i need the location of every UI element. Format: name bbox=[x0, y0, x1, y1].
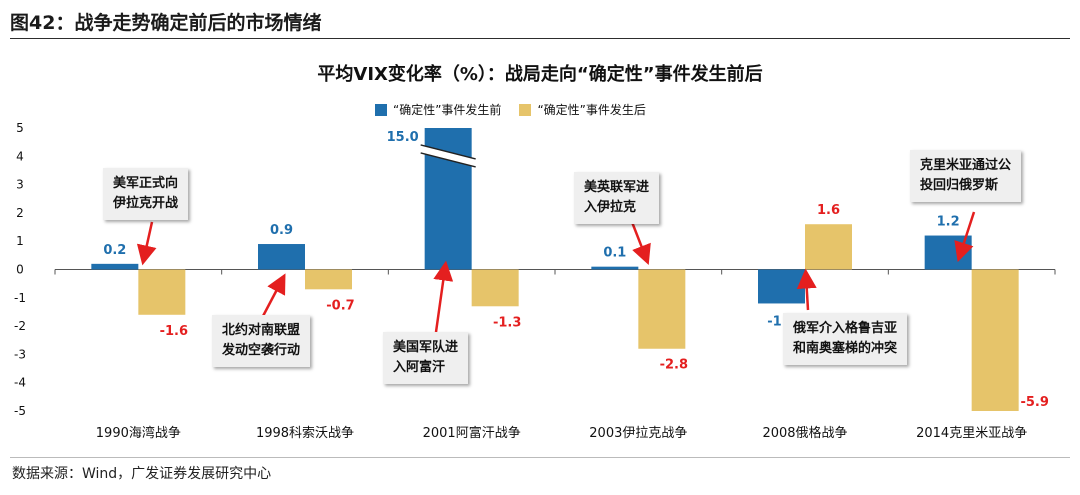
y-tick-label: -2 bbox=[14, 319, 26, 333]
bar-after bbox=[138, 269, 186, 315]
annotation-arrow bbox=[433, 260, 454, 333]
annotation-line: 入阿富汗 bbox=[393, 360, 446, 375]
legend-swatch-after bbox=[519, 103, 532, 116]
x-tick-label: 1990海湾战争 bbox=[96, 425, 181, 441]
bar-break-line bbox=[420, 144, 476, 160]
legend-swatch-before bbox=[375, 103, 387, 116]
annotation-line: 和南奥塞梯的冲突 bbox=[793, 341, 898, 356]
data-label-before: 1.2 bbox=[937, 215, 960, 230]
data-label-after: -0.7 bbox=[326, 298, 354, 313]
annotation-line: 克里米亚通过公 bbox=[920, 158, 1012, 173]
y-tick-label: -1 bbox=[14, 291, 26, 305]
chart-title: 平均VIX变化率（%）：战局走向“确定性”事件发生前后 bbox=[317, 64, 763, 85]
x-tick-label: 2008俄格战争 bbox=[762, 425, 847, 441]
y-tick-label: 2 bbox=[16, 206, 24, 220]
annotation-arrow bbox=[954, 211, 976, 263]
bar-before bbox=[591, 266, 639, 270]
annotation-line: 伊拉克开战 bbox=[113, 196, 179, 211]
y-tick-label: -3 bbox=[14, 347, 26, 361]
bar-after bbox=[638, 269, 686, 349]
data-label-after: -1.3 bbox=[493, 315, 521, 330]
annotation-arrow bbox=[260, 273, 286, 319]
x-tick-label: 2003伊拉克战争 bbox=[589, 426, 687, 441]
annotation-arrow bbox=[796, 268, 817, 311]
legend-label-before: “确定性”事件发生前 bbox=[393, 103, 502, 117]
annotation-gulf-war: 美军正式向 伊拉克开战 bbox=[103, 168, 189, 220]
annotation-crimea-war: 克里米亚通过公 投回归俄罗斯 bbox=[910, 150, 1022, 202]
bar-after bbox=[971, 269, 1019, 411]
bar-before bbox=[91, 263, 139, 270]
annotation-russo-georgian-war: 俄军介入格鲁吉亚 和南奥塞梯的冲突 bbox=[783, 313, 908, 365]
annotation-line: 美军正式向 bbox=[113, 176, 179, 191]
y-tick-label: -4 bbox=[14, 376, 26, 390]
legend: “确定性”事件发生前 “确定性”事件发生后 bbox=[375, 101, 646, 118]
y-tick-label: 4 bbox=[16, 149, 24, 163]
x-tick-label: 2001阿富汗战争 bbox=[423, 425, 521, 441]
y-tick-label: 3 bbox=[16, 178, 24, 192]
annotation-line: 发动空袭行动 bbox=[222, 343, 301, 358]
title-divider bbox=[10, 38, 1070, 39]
y-tick-label: 5 bbox=[16, 121, 24, 135]
legend-item-before: “确定性”事件发生前 bbox=[375, 101, 501, 118]
data-label-after: -2.8 bbox=[660, 358, 688, 373]
legend-item-after: “确定性”事件发生后 bbox=[519, 101, 646, 118]
annotation-afghanistan-war: 美国军队进 入阿富汗 bbox=[383, 332, 469, 384]
legend-label-after: “确定性”事件发生后 bbox=[537, 103, 646, 117]
bar-before bbox=[758, 269, 805, 304]
annotation-iraq-war: 美英联军进 入伊拉克 bbox=[574, 172, 660, 224]
data-label-before: 0.9 bbox=[270, 223, 293, 238]
source-note: 数据来源：Wind，广发证券发展研究中心 bbox=[12, 466, 272, 482]
y-tick-label: 1 bbox=[16, 234, 24, 248]
annotation-arrow bbox=[630, 221, 651, 265]
bar-after bbox=[471, 269, 519, 307]
bar-after bbox=[305, 269, 352, 290]
annotation-arrow bbox=[136, 221, 157, 266]
y-tick-label: -5 bbox=[14, 404, 26, 418]
annotation-kosovo-war: 北约对南联盟 发动空袭行动 bbox=[212, 315, 311, 367]
bar-break-gap bbox=[420, 144, 476, 167]
x-tick-label: 1998科索沃战争 bbox=[256, 426, 354, 441]
bar-after bbox=[805, 224, 852, 270]
data-label-before: 0.2 bbox=[103, 243, 126, 258]
bar-before bbox=[258, 244, 305, 270]
data-label-before: 15.0 bbox=[387, 130, 419, 145]
data-label-after: -1.6 bbox=[160, 324, 188, 339]
bottom-divider bbox=[10, 457, 1070, 458]
annotation-line: 美国军队进 bbox=[393, 340, 459, 355]
annotation-line: 美英联军进 bbox=[584, 180, 650, 195]
data-label-after: -5.9 bbox=[1020, 395, 1048, 410]
annotation-line: 北约对南联盟 bbox=[222, 323, 301, 338]
y-tick-label: 0 bbox=[16, 263, 24, 277]
annotation-line: 入伊拉克 bbox=[584, 200, 637, 215]
x-tick-label: 2014克里米亚战争 bbox=[916, 426, 1027, 441]
annotation-line: 投回归俄罗斯 bbox=[920, 178, 999, 193]
bar-break-line bbox=[420, 152, 476, 168]
data-label-before: 0.1 bbox=[603, 246, 626, 261]
figure-title: 图42：战争走势确定前后的市场情绪 bbox=[10, 12, 322, 34]
data-label-after: 1.6 bbox=[817, 203, 840, 218]
annotation-line: 俄军介入格鲁吉亚 bbox=[793, 321, 898, 336]
